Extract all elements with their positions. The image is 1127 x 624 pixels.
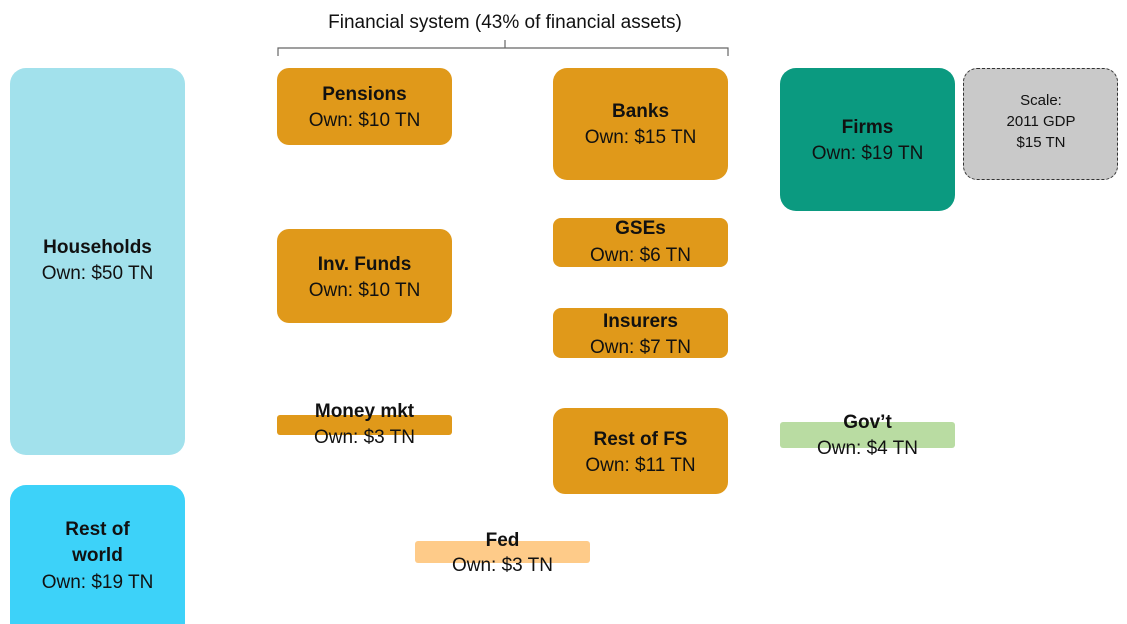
scale-text: Scale: bbox=[1020, 92, 1062, 109]
scale-box bbox=[963, 68, 1118, 180]
node-box bbox=[780, 68, 955, 211]
bracket-line bbox=[277, 40, 729, 56]
node-label: Pensions bbox=[322, 84, 407, 105]
node-box bbox=[277, 68, 452, 145]
node-label: Banks bbox=[611, 101, 670, 122]
node-box bbox=[415, 541, 590, 563]
node-own: Own: $3 TN bbox=[451, 555, 554, 576]
scale-text: $15 TN bbox=[1016, 134, 1066, 151]
node-box bbox=[553, 308, 728, 358]
scale-text: 2011 GDP bbox=[1006, 113, 1076, 130]
node-own: Own: $10 TN bbox=[308, 110, 421, 131]
node-box bbox=[553, 408, 728, 494]
node-box bbox=[277, 229, 452, 323]
node-box bbox=[10, 68, 185, 455]
node-label: Fed bbox=[485, 530, 520, 551]
node-box bbox=[553, 218, 728, 267]
node-label: Firms bbox=[841, 117, 894, 138]
node-box bbox=[10, 485, 185, 624]
group-title: Financial system (43% of financial asset… bbox=[328, 12, 682, 33]
node-own: Own: $6 TN bbox=[589, 245, 692, 266]
node-own: Own: $50 TN bbox=[41, 263, 154, 284]
node-own: Own: $19 TN bbox=[41, 572, 154, 593]
node-label: Inv. Funds bbox=[317, 254, 412, 275]
node-box bbox=[553, 68, 728, 180]
node-own: Own: $7 TN bbox=[589, 337, 692, 358]
node-label: Rest of FS bbox=[593, 429, 688, 450]
node-label: GSEs bbox=[615, 218, 666, 239]
node-own: Own: $4 TN bbox=[816, 438, 919, 459]
node-own: Own: $19 TN bbox=[811, 143, 924, 164]
node-own: Own: $11 TN bbox=[585, 455, 696, 476]
node-label: Rest of world bbox=[65, 519, 130, 566]
node-box bbox=[277, 415, 452, 435]
node-label: Gov’t bbox=[843, 412, 892, 433]
node-box bbox=[780, 422, 955, 448]
node-label: Households bbox=[43, 237, 152, 258]
node-own: Own: $3 TN bbox=[313, 427, 416, 448]
node-label: Money mkt bbox=[314, 401, 415, 422]
node-own: Own: $10 TN bbox=[308, 280, 421, 301]
node-own: Own: $15 TN bbox=[584, 127, 697, 148]
node-label: Insurers bbox=[603, 311, 678, 332]
